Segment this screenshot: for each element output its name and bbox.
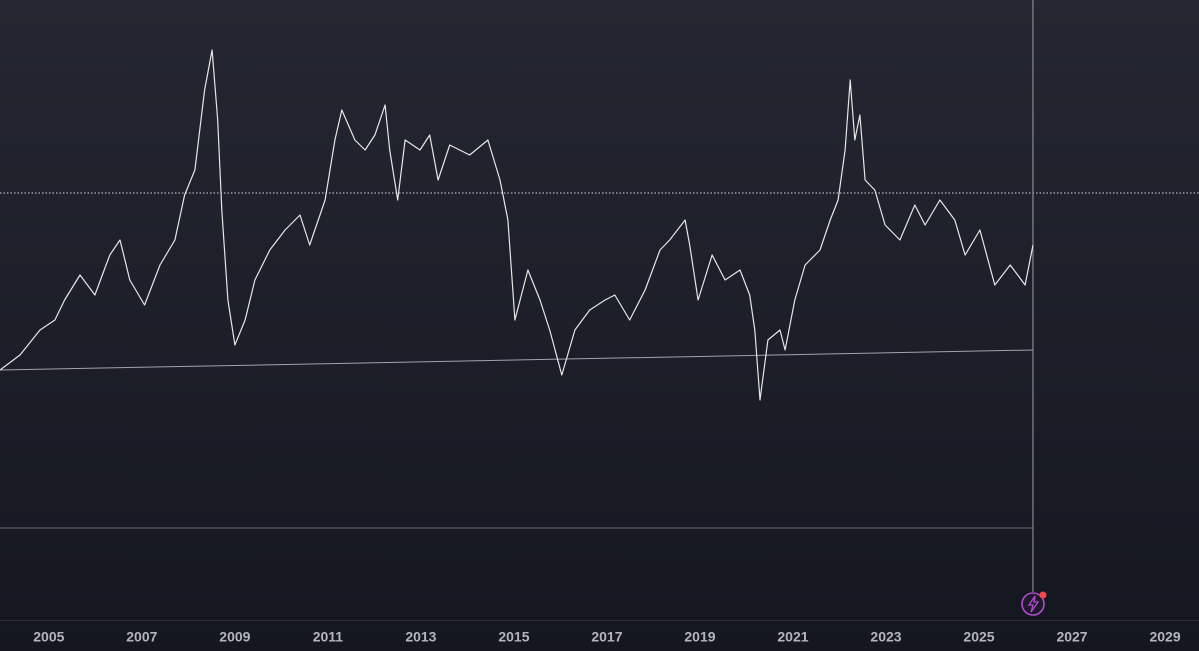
trend-line — [0, 349, 1033, 371]
x-tick-label: 2007 — [126, 629, 157, 645]
x-tick-label: 2023 — [870, 629, 901, 645]
x-tick-label: 2017 — [591, 629, 622, 645]
x-tick-label: 2021 — [777, 629, 808, 645]
x-tick-label: 2005 — [33, 629, 64, 645]
x-tick-label: 2009 — [219, 629, 250, 645]
alert-icon[interactable] — [1021, 591, 1047, 616]
x-tick-label: 2029 — [1149, 629, 1180, 645]
x-tick-label: 2025 — [963, 629, 994, 645]
x-tick-label: 2011 — [313, 629, 344, 645]
x-tick-label: 2013 — [405, 629, 436, 645]
x-tick-label: 2019 — [684, 629, 715, 645]
x-tick-label: 2015 — [498, 629, 529, 645]
price-line — [0, 49, 1034, 401]
x-tick-label: 2027 — [1056, 629, 1087, 645]
